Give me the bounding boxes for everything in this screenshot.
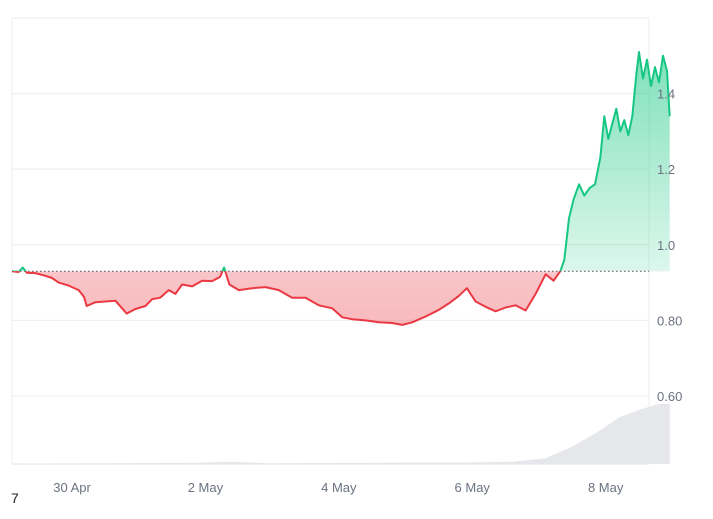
y-tick-label: 1.0 (657, 238, 675, 253)
x-axis: 30 Apr 2 May 4 May 6 May 8 May (53, 480, 624, 495)
area-above-baseline (12, 52, 670, 272)
y-axis: 1.4 1.2 1.0 0.80 0.60 (657, 87, 682, 404)
price-area (12, 52, 670, 325)
line-up-segment (11, 51, 671, 272)
x-tick-label: 6 May (455, 480, 491, 495)
y-tick-label: 0.80 (657, 313, 682, 328)
y-tick-label: 1.4 (657, 87, 675, 102)
x-tick-label: 2 May (188, 480, 224, 495)
y-tick-label: 0.60 (657, 389, 682, 404)
x-tick-label: 8 May (588, 480, 624, 495)
x-tick-label: 4 May (321, 480, 357, 495)
price-line (11, 51, 671, 326)
volume-area (12, 404, 670, 464)
stray-text: 7 (11, 490, 19, 506)
volume-shape (12, 404, 670, 464)
line-down-segment (11, 271, 562, 326)
grid (11, 17, 650, 465)
x-tick-label: 30 Apr (53, 480, 91, 495)
area-below-baseline (12, 271, 561, 325)
y-tick-label: 1.2 (657, 162, 675, 177)
